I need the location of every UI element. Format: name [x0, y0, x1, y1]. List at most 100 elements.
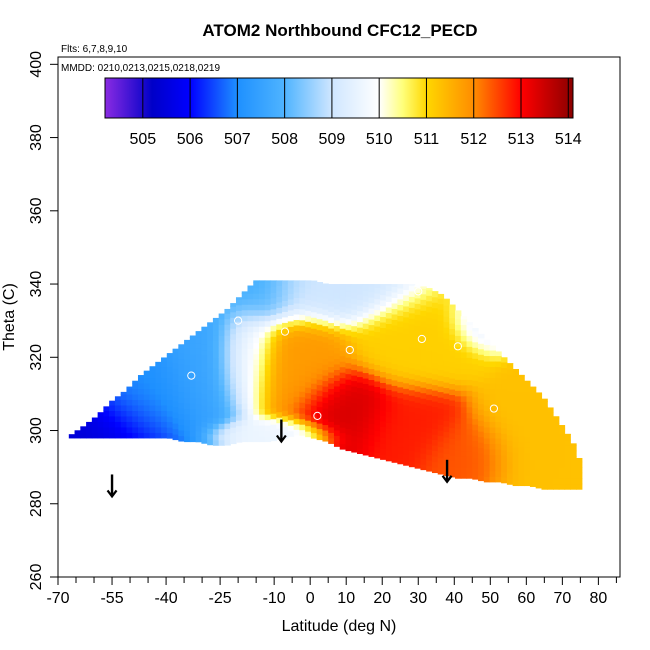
heatmap-cell [282, 388, 288, 394]
heatmap-cell [541, 434, 547, 440]
heatmap-cell [530, 398, 536, 404]
heatmap-cell [311, 312, 317, 318]
heatmap-cell [230, 422, 236, 428]
heatmap-cell [501, 395, 507, 401]
heatmap-cell [80, 426, 86, 427]
heatmap-cell [403, 405, 409, 411]
heatmap-cell [294, 413, 300, 419]
heatmap-cell [138, 432, 144, 438]
heatmap-cell [415, 386, 421, 392]
heatmap-cell [276, 390, 282, 396]
heatmap-cell [403, 421, 409, 427]
heatmap-cell [173, 423, 179, 429]
heatmap-cell [317, 319, 323, 325]
heatmap-cell [294, 341, 300, 347]
heatmap-cell [380, 327, 386, 333]
heatmap-cell [363, 427, 369, 433]
heatmap-cell [173, 374, 179, 380]
heatmap-cell [426, 444, 432, 450]
heatmap-cell [495, 399, 501, 405]
heatmap-cell [380, 437, 386, 443]
heatmap-cell [386, 400, 392, 406]
heatmap-cell [363, 361, 369, 367]
heatmap-cell [530, 415, 536, 421]
heatmap-cell [518, 398, 524, 404]
heatmap-cell [253, 321, 259, 327]
heatmap-cell [230, 372, 236, 378]
heatmap-cell [213, 390, 219, 396]
heatmap-cell [271, 386, 277, 392]
heatmap-cell [196, 337, 202, 343]
heatmap-cell [305, 431, 311, 437]
heatmap-cell [271, 413, 277, 419]
heatmap-cell [282, 344, 288, 350]
heatmap-cell [288, 304, 294, 310]
heatmap-cell [530, 437, 536, 443]
heatmap-cell [374, 293, 380, 299]
heatmap-cell [536, 427, 542, 433]
heatmap-cell [242, 436, 248, 442]
heatmap-cell [271, 309, 277, 315]
heatmap-cell [553, 478, 559, 484]
heatmap-cell [374, 441, 380, 447]
heatmap-cell [461, 335, 467, 341]
heatmap-cell [438, 463, 444, 469]
heatmap-cell [518, 425, 524, 431]
heatmap-cell [196, 420, 202, 426]
heatmap-cell [305, 354, 311, 360]
heatmap-cell [334, 320, 340, 326]
heatmap-cell [173, 349, 179, 353]
heatmap-cell [449, 383, 455, 389]
heatmap-cell [190, 335, 196, 337]
heatmap-cell [547, 462, 553, 468]
heatmap-cell [426, 455, 432, 461]
heatmap-cell [443, 322, 449, 328]
heatmap-cell [380, 333, 386, 339]
heatmap-cell [265, 420, 271, 426]
heatmap-cell [392, 418, 398, 424]
heatmap-cell [461, 363, 467, 369]
heatmap-cell [242, 420, 248, 426]
heatmap-cell [409, 307, 415, 313]
heatmap-cell [259, 343, 265, 349]
heatmap-cell [115, 432, 121, 438]
heatmap-cell [432, 368, 438, 374]
heatmap-cell [207, 434, 213, 440]
heatmap-cell [219, 379, 225, 385]
heatmap-cell [467, 396, 473, 402]
heatmap-cell [150, 432, 156, 438]
heatmap-cell [507, 391, 513, 397]
heatmap-cell [288, 420, 294, 426]
heatmap-cell [501, 444, 507, 450]
heatmap-cell [536, 466, 542, 472]
heatmap-cell [461, 379, 467, 385]
heatmap-cell [322, 392, 328, 398]
heatmap-cell [317, 286, 323, 292]
heatmap-cell [259, 315, 265, 321]
heatmap-cell [374, 436, 380, 442]
heatmap-cell [461, 330, 467, 336]
heatmap-cell [259, 392, 265, 398]
heatmap-cell [357, 316, 363, 322]
heatmap-cell [126, 399, 132, 405]
heatmap-cell [340, 427, 346, 433]
heatmap-cell [219, 396, 225, 402]
heatmap-cell [478, 426, 484, 432]
heatmap-cell [513, 414, 519, 420]
heatmap-cell [201, 355, 207, 361]
heatmap-cell [294, 336, 300, 342]
heatmap-cell [415, 413, 421, 419]
heatmap-cell [357, 409, 363, 415]
heatmap-cell [288, 403, 294, 409]
heatmap-cell [374, 315, 380, 321]
heatmap-cell [357, 349, 363, 355]
heatmap-cell [409, 428, 415, 434]
heatmap-cell [265, 343, 271, 349]
heatmap-cell [443, 333, 449, 339]
heatmap-cell [415, 452, 421, 458]
heatmap-cell [438, 381, 444, 387]
heatmap-cell [173, 434, 179, 440]
heatmap-cell [253, 370, 259, 376]
heatmap-cell [472, 347, 478, 353]
heatmap-cell [138, 388, 144, 394]
